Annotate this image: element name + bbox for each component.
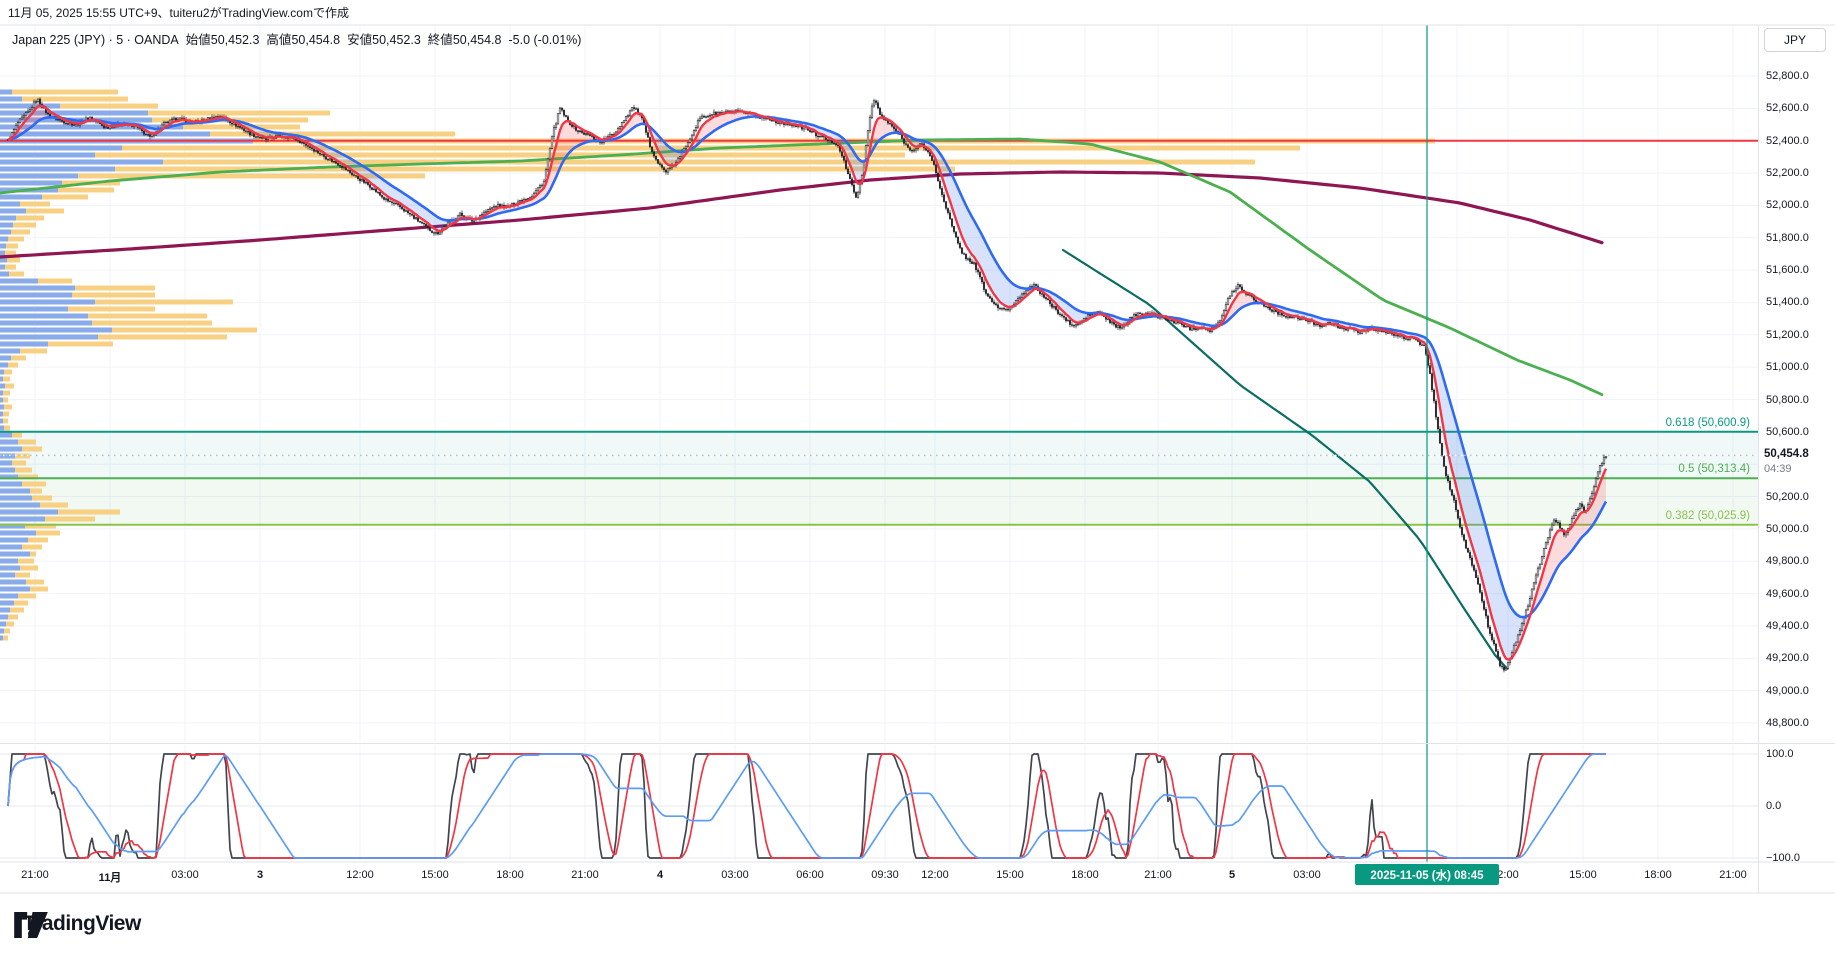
price-tick-label: 51,200.0 — [1766, 328, 1809, 341]
price-tick-label: 51,000.0 — [1766, 361, 1809, 374]
ohlc-low-label: 安値 — [347, 33, 373, 47]
price-tick-label: 52,600.0 — [1766, 102, 1809, 115]
time-tick-label: 3 — [256, 869, 264, 881]
price-tick-label: 49,200.0 — [1766, 652, 1809, 665]
price-tick-label: 49,600.0 — [1766, 587, 1809, 600]
ohlc-open-label: 始値 — [185, 33, 211, 47]
time-tick-label: 03:00 — [171, 869, 199, 881]
time-tick-label: 06:00 — [796, 869, 824, 881]
time-tick-label: 21:00 — [21, 869, 49, 881]
fib-level-label: 0.5 (50,313.4) — [1678, 463, 1750, 476]
ohlc-low-value: 50,452.3 — [372, 33, 421, 47]
time-tick-label: 18:00 — [1071, 869, 1099, 881]
ohlc-open-value: 50,452.3 — [210, 33, 260, 47]
tradingview-logo[interactable]: TradingView — [14, 912, 141, 938]
symbol-legend[interactable]: Japan 225 (JPY) · 5 · OANDA 始値50,452.3 高値5… — [12, 29, 588, 48]
time-tick-label: 21:00 — [1719, 869, 1747, 881]
change-value: -5.0 (-0.01%) — [508, 33, 582, 47]
price-tick-label: 51,600.0 — [1766, 264, 1809, 277]
ohlc-close-value: 50,454.8 — [452, 33, 502, 47]
price-tick-label: 49,800.0 — [1766, 555, 1809, 568]
price-tick-label: 51,400.0 — [1766, 296, 1809, 309]
tradingview-logo-icon — [14, 912, 48, 938]
oscillator-tick-label: −100.0 — [1766, 852, 1800, 864]
fib-level-label: 0.382 (50,025.9) — [1665, 509, 1750, 522]
time-tick-label: 09:30 — [871, 869, 899, 881]
time-tick-label: 12:00 — [921, 869, 949, 881]
price-tick-label: 52,400.0 — [1766, 134, 1809, 147]
last-price-label: 50,454.8 — [1761, 448, 1812, 460]
price-tick-label: 50,200.0 — [1766, 490, 1809, 503]
time-tick-label: 18:00 — [496, 869, 524, 881]
time-tick-label: 12:00 — [346, 869, 374, 881]
price-tick-label: 49,400.0 — [1766, 619, 1809, 632]
time-tick-label: 11月 — [98, 872, 122, 884]
export-attribution: 11月 05, 2025 15:55 UTC+9、tuiteru2がTradin… — [8, 6, 349, 20]
price-tick-label: 49,000.0 — [1766, 684, 1809, 697]
oscillator-tick-label: 100.0 — [1766, 748, 1794, 760]
price-tick-label: 48,800.0 — [1766, 717, 1809, 729]
time-tick-label: 2:00 — [1497, 869, 1519, 881]
ohlc-high-value: 50,454.8 — [291, 33, 341, 47]
time-tick-label: 03:00 — [721, 869, 749, 881]
price-tick-label: 50,000.0 — [1766, 522, 1809, 535]
price-tick-label: 52,000.0 — [1766, 199, 1809, 212]
currency-toggle-button[interactable]: JPY — [1764, 28, 1826, 52]
oscillator-tick-label: 0.0 — [1766, 800, 1782, 812]
price-tick-label: 52,800.0 — [1766, 70, 1809, 82]
time-tick-label: 15:00 — [996, 869, 1024, 881]
time-tick-label: 18:00 — [1644, 869, 1672, 881]
time-tick-label: 21:00 — [1144, 869, 1172, 881]
price-tick-label: 50,800.0 — [1766, 393, 1809, 406]
price-tick-label: 50,600.0 — [1766, 425, 1809, 438]
price-tick-label: 51,800.0 — [1766, 231, 1809, 244]
ohlc-high-label: 高値 — [266, 33, 292, 47]
crosshair-date-badge: 2025-11-05 (水) 08:45 — [1355, 864, 1499, 885]
ohlc-close-label: 終値 — [427, 33, 453, 47]
time-tick-label: 4 — [656, 869, 664, 881]
tradingview-logo-text: TradingView — [23, 912, 141, 935]
time-tick-label: 03:00 — [1293, 869, 1321, 881]
time-tick-label: 15:00 — [1569, 869, 1597, 881]
bar-countdown: 04:39 — [1764, 463, 1792, 475]
fib-level-label: 0.618 (50,600.9) — [1665, 416, 1750, 429]
symbol-title[interactable]: Japan 225 (JPY) · 5 · OANDA — [12, 33, 179, 47]
time-tick-label: 5 — [1228, 869, 1236, 881]
price-tick-label: 52,200.0 — [1766, 167, 1809, 180]
time-tick-label: 15:00 — [421, 869, 449, 881]
time-tick-label: 21:00 — [571, 869, 599, 881]
